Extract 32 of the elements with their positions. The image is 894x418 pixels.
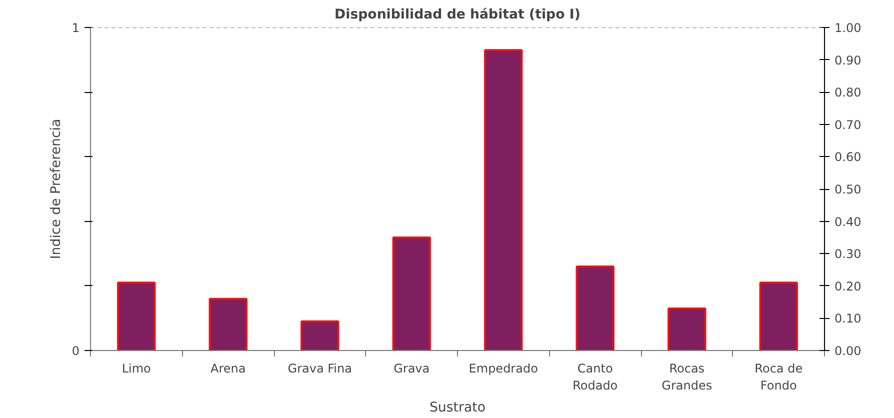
bar (392, 236, 431, 350)
y2-tick-label: 0.70 (834, 118, 862, 132)
y2-tick-label: 0.60 (834, 150, 862, 164)
bar (300, 320, 340, 350)
bar (576, 266, 614, 350)
y2-tick-label: 0.80 (834, 86, 862, 100)
bar (117, 282, 156, 350)
y2-tick-label: 0.20 (834, 279, 862, 294)
x-tick-label: Roca de Fondo (754, 362, 803, 392)
x-tick-label: Rocas Grandes (662, 362, 712, 392)
y2-tick-label: 0.10 (834, 312, 862, 326)
x-tick-label: Empedrado (468, 362, 538, 376)
x-axis-title: Sustrato (429, 400, 486, 416)
bar (208, 298, 248, 350)
x-tick-label: Arena (210, 362, 246, 376)
x-tick-label: Limo (122, 362, 151, 376)
y2-tick-label: 0.00 (834, 344, 862, 358)
x-tick-label: Grava (394, 362, 430, 376)
y2-tick-label: 0.50 (834, 182, 862, 196)
y2-tick-label: 0.30 (834, 247, 862, 262)
y2-tick-label: 1.00 (834, 21, 862, 35)
chart-title: Disponibilidad de hábitat (tipo I) (334, 8, 580, 22)
x-tick-label: Canto Rodado (572, 362, 618, 392)
bar (668, 308, 706, 350)
x-tick-label: Grava Fina (288, 362, 352, 376)
y-tick-label: 0 (72, 344, 80, 358)
y2-tick-label: 0.40 (834, 214, 862, 229)
y-tick-label: 1 (72, 21, 80, 35)
bar (484, 49, 523, 350)
y2-tick-label: 0.90 (834, 53, 862, 68)
bar (759, 282, 798, 350)
y-axis-title: Indice de Preferencia (48, 118, 64, 260)
